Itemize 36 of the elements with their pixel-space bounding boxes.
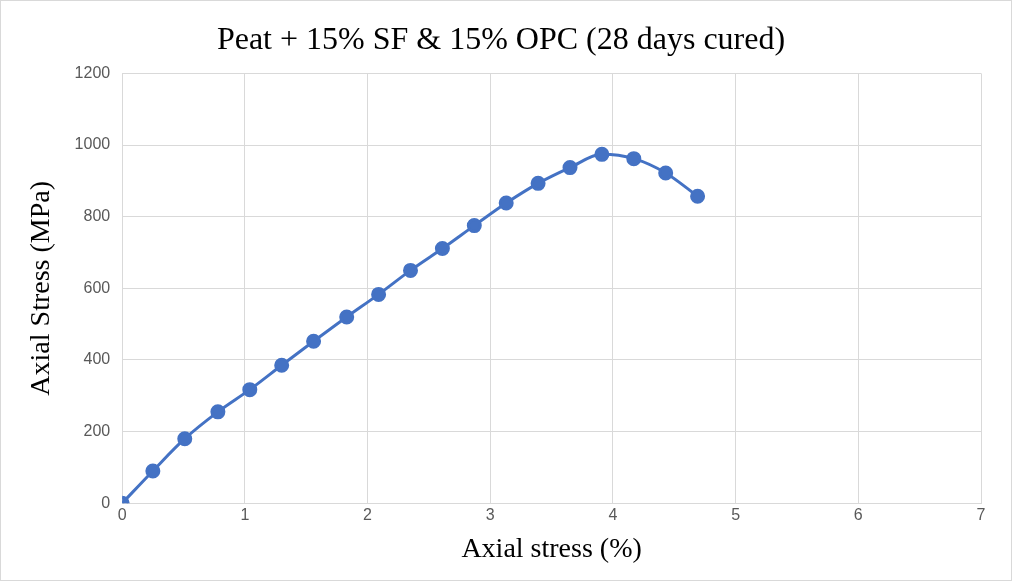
x-tick-label: 2 bbox=[363, 506, 373, 524]
point bbox=[242, 382, 258, 398]
chart-title: Peat + 15% SF & 15% OPC (28 days cured) bbox=[216, 19, 786, 56]
y-tick-label: 600 bbox=[83, 278, 111, 296]
point bbox=[177, 431, 193, 447]
y-tick-label: 800 bbox=[83, 207, 111, 225]
point bbox=[498, 195, 514, 211]
point bbox=[530, 175, 546, 191]
point bbox=[339, 309, 355, 325]
y-tick-label: 400 bbox=[83, 350, 111, 368]
x-tick-label: 6 bbox=[853, 506, 863, 524]
y-tick-label: 1200 bbox=[74, 63, 111, 81]
point bbox=[434, 241, 450, 257]
point bbox=[306, 333, 322, 349]
point bbox=[274, 357, 290, 373]
point bbox=[210, 404, 226, 420]
point bbox=[626, 151, 642, 167]
x-tick-label: 1 bbox=[240, 506, 250, 524]
x-tick-label: 5 bbox=[731, 506, 741, 524]
x-tick-label: 0 bbox=[117, 506, 127, 524]
y-tick-label: 200 bbox=[83, 421, 111, 439]
x-axis-title: Axial stress (%) bbox=[461, 531, 642, 563]
point bbox=[562, 160, 578, 176]
y-axis-title: Axial Stress (MPa) bbox=[24, 180, 56, 396]
y-tick-label: 1000 bbox=[74, 135, 111, 153]
point bbox=[371, 286, 387, 302]
point bbox=[658, 165, 674, 181]
y-tick-label: 0 bbox=[101, 493, 111, 511]
x-tick-label: 4 bbox=[608, 506, 618, 524]
point bbox=[690, 188, 706, 204]
point bbox=[403, 262, 419, 278]
point bbox=[466, 218, 482, 234]
point bbox=[594, 146, 610, 162]
x-tick-label: 3 bbox=[485, 506, 495, 524]
x-tick-label: 7 bbox=[976, 506, 986, 524]
point bbox=[145, 463, 161, 479]
